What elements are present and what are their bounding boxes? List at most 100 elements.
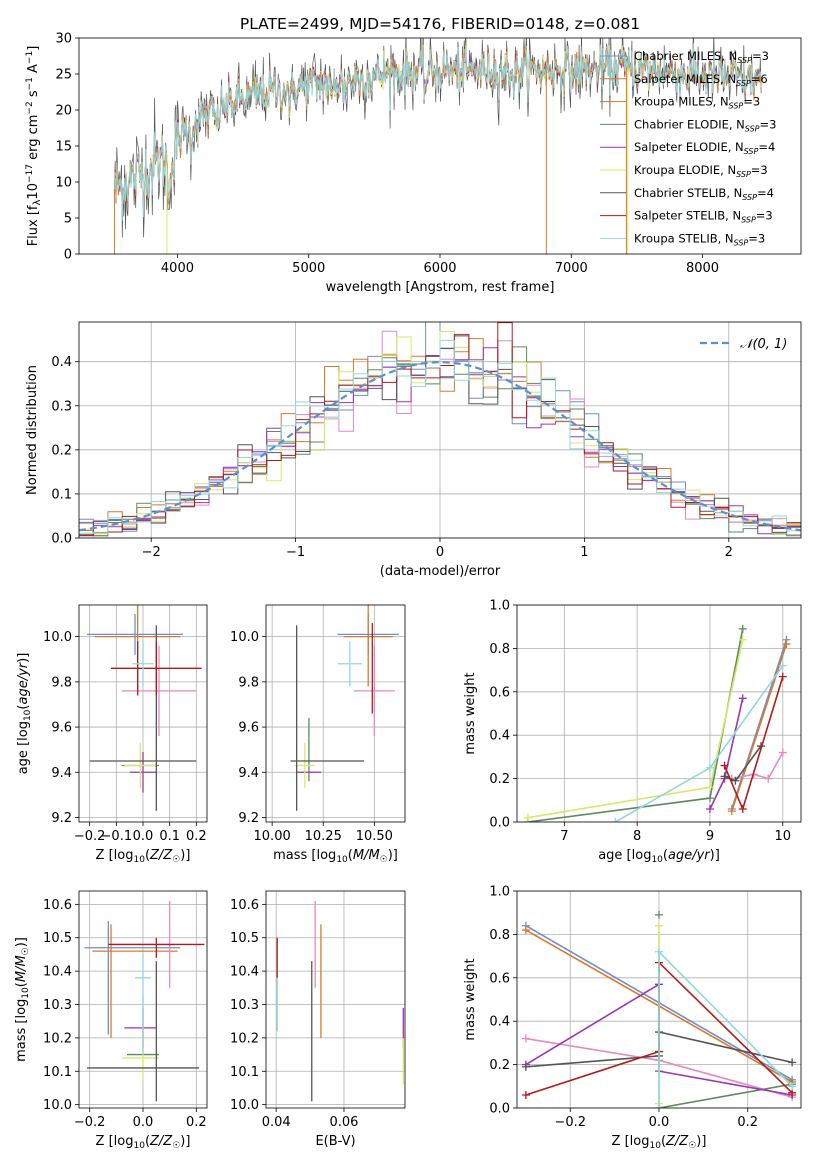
y-axis-label: mass weight [463,672,478,754]
weight-line [527,628,744,822]
weight-marker [727,807,736,816]
x-tick-label: 7 [560,829,568,844]
x-tick-label: 0.0 [133,829,154,844]
y-tick-label: 10.4 [230,965,259,980]
y-tick-label: 20 [55,104,72,119]
weight-marker [655,910,663,919]
weight-marker [523,813,532,822]
legend-entry: Chabrier ELODIE, NSSP=3 [634,117,776,133]
plot-area [79,605,207,822]
y-tick-label: 0.0 [51,532,72,547]
y-tick-label: 10.0 [43,1098,72,1113]
weight-marker [788,1058,797,1067]
x-tick-label: 0.0 [649,1115,670,1130]
weight-marker [778,661,787,670]
y-tick-label: 1.0 [489,599,510,614]
y-tick-label: 9.8 [238,675,259,690]
y-axis-label: mass weight [463,958,478,1040]
y-tick-label: 30 [55,32,72,47]
weight-marker [720,772,729,781]
x-tick-label: 4000 [161,261,194,276]
x-axis-label: Z [log10(Z/Z☉)] [96,848,191,865]
x-tick-label: 7000 [555,261,588,276]
x-axis-label: Z [log10(Z/Z☉)] [96,1134,191,1151]
x-axis-label: wavelength [Angstrom, rest frame] [326,280,555,295]
weight-marker [705,783,714,792]
x-tick-label: 2 [725,545,733,560]
weight-line [658,949,793,1108]
x-tick-label: 5000 [292,261,325,276]
y-axis-label: Normed distribution [25,365,40,495]
weight-marker [521,1034,530,1043]
weight-marker [738,635,747,644]
weight-marker [788,1082,797,1091]
x-tick-label: 6000 [423,261,456,276]
weight-marker [778,672,787,681]
y-tick-label: 0.2 [51,443,72,458]
legend-entry: Kroupa MILES, NSSP=3 [634,95,760,111]
y-tick-label: 0.4 [51,355,72,370]
y-tick-label: 10.1 [43,1065,72,1080]
x-tick-label: 8 [633,829,641,844]
y-tick-label: 10.5 [230,931,259,946]
legend-entry: Salpeter STELIB, NSSP=3 [634,209,773,225]
weight-marker [731,776,740,785]
axes-frame [516,604,802,823]
y-tick-label: 10.0 [230,630,259,645]
y-tick-label: 10.2 [43,1031,72,1046]
y-tick-label: 9.2 [238,811,259,826]
y-tick-label: 0.1 [51,487,72,502]
spectrum-line [114,43,762,221]
weight-marker [705,794,714,803]
x-tick-label: −2 [142,545,161,560]
legend-entry: Kroupa STELIB, NSSP=3 [634,231,765,247]
y-tick-label: 10.5 [43,931,72,946]
weight-line [658,1083,793,1108]
plot-area [113,38,762,254]
weight-marker [720,761,729,770]
weight-marker [738,694,747,703]
x-tick-label: −0.1 [101,829,133,844]
y-tick-label: 0.3 [51,399,72,414]
weight-marker [782,640,791,649]
x-tick-label: 10.00 [254,829,291,844]
y-tick-label: 10.2 [230,1031,259,1046]
y-axis-label: Flux [fλ10−17 erg cm−2 s−1 A−1] [25,46,43,247]
weight-vs-metallicity-panel: −0.2 0.0 0.2 0.0 0.2 0.4 0.6 0.8 1.0 mass weight Z… [463,885,802,1151]
y-tick-label: 0.8 [489,642,510,657]
plot-area [266,605,405,822]
x-tick-label: 0 [436,545,444,560]
plot-area [79,891,207,1108]
x-tick-label: 8000 [686,261,719,276]
y-tick-label: 0.6 [489,685,510,700]
x-axis-label: age [log10(age/yr)] [598,848,720,865]
weight-marker [611,818,620,822]
y-tick-label: 9.2 [51,811,72,826]
y-tick-label: 0.4 [489,1015,510,1030]
weight-line [731,752,784,780]
y-tick-label: 0.6 [489,971,510,986]
axes-frame [265,890,406,1109]
x-axis-label: mass [log10(M/M☉)] [273,848,398,865]
x-tick-label: 0.04 [262,1115,291,1130]
y-tick-label: 10.3 [43,998,72,1013]
residual-histogram [79,322,801,538]
y-tick-label: 10.3 [230,998,259,1013]
weight-marker [705,804,714,813]
y-tick-label: 0.2 [489,1058,510,1073]
y-tick-label: 5 [64,212,72,227]
axes-frame [265,604,406,823]
y-tick-label: 9.8 [51,675,72,690]
weight-marker [655,947,663,956]
y-tick-label: 10.1 [230,1065,259,1080]
y-tick-label: 0.0 [489,1102,510,1117]
x-axis-label: E(B-V) [315,1134,355,1149]
mass-vs-metallicity-panel: −0.2 0.0 0.2 10.0 10.1 10.2 10.3 10.4 10.5 10.6 Z … [14,890,208,1151]
x-tick-label: 0.2 [737,1115,758,1130]
spectrum-legend: Chabrier MILES, NSSP=3 Salpeter MILES, NS… [600,49,776,247]
plot-area [266,891,405,1108]
x-tick-label: 0.1 [159,829,180,844]
weight-marker [521,926,530,935]
x-tick-label: 0.06 [329,1115,358,1130]
y-tick-label: 0.2 [489,772,510,787]
